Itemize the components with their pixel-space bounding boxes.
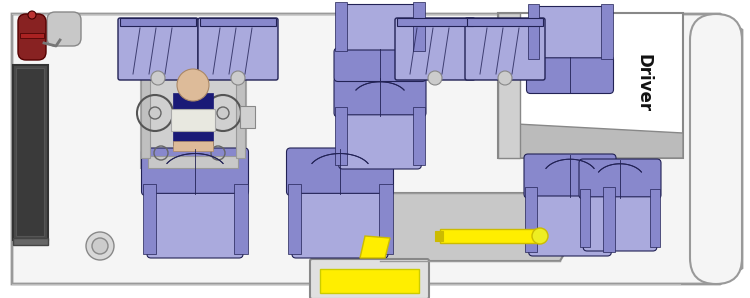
Polygon shape xyxy=(380,193,600,261)
Bar xyxy=(467,18,543,26)
Polygon shape xyxy=(12,14,742,284)
Bar xyxy=(142,184,156,254)
FancyBboxPatch shape xyxy=(339,4,422,50)
Circle shape xyxy=(428,71,442,85)
Bar xyxy=(335,2,346,51)
Bar xyxy=(13,238,48,245)
Bar xyxy=(527,4,538,59)
Bar xyxy=(141,68,246,168)
Circle shape xyxy=(86,232,114,260)
FancyBboxPatch shape xyxy=(47,12,81,46)
Bar xyxy=(240,106,255,128)
FancyBboxPatch shape xyxy=(142,148,248,195)
Bar xyxy=(148,67,238,75)
Circle shape xyxy=(498,71,512,85)
Bar xyxy=(413,2,425,51)
Bar xyxy=(379,184,392,254)
Circle shape xyxy=(177,69,209,101)
Circle shape xyxy=(532,228,548,244)
FancyBboxPatch shape xyxy=(198,18,278,80)
Polygon shape xyxy=(498,13,520,158)
FancyBboxPatch shape xyxy=(118,18,198,80)
Bar xyxy=(148,156,238,168)
FancyBboxPatch shape xyxy=(292,193,388,258)
Bar xyxy=(320,269,419,293)
FancyBboxPatch shape xyxy=(334,77,426,117)
Circle shape xyxy=(28,11,36,19)
Bar xyxy=(120,18,196,26)
Bar xyxy=(335,107,346,165)
Polygon shape xyxy=(498,123,683,158)
FancyBboxPatch shape xyxy=(465,18,545,80)
Circle shape xyxy=(149,107,161,119)
Bar xyxy=(440,229,540,243)
Polygon shape xyxy=(360,236,390,258)
Bar xyxy=(173,141,213,151)
FancyBboxPatch shape xyxy=(531,7,609,58)
Bar xyxy=(397,18,473,26)
FancyBboxPatch shape xyxy=(579,159,661,199)
Bar xyxy=(602,4,613,59)
Bar xyxy=(650,189,660,247)
FancyBboxPatch shape xyxy=(339,115,422,169)
FancyBboxPatch shape xyxy=(529,196,611,256)
FancyBboxPatch shape xyxy=(334,48,426,81)
Bar xyxy=(603,187,615,252)
Text: Driver: Driver xyxy=(634,54,652,112)
Bar xyxy=(234,184,248,254)
FancyBboxPatch shape xyxy=(584,197,657,251)
Bar xyxy=(413,107,425,165)
Bar xyxy=(580,189,590,247)
Bar xyxy=(173,93,213,145)
Bar xyxy=(525,187,537,252)
FancyBboxPatch shape xyxy=(395,18,475,80)
Bar xyxy=(16,68,44,236)
Bar xyxy=(200,18,276,26)
FancyBboxPatch shape xyxy=(690,14,742,284)
FancyBboxPatch shape xyxy=(286,148,394,195)
Bar xyxy=(236,68,245,158)
FancyBboxPatch shape xyxy=(524,154,616,198)
Bar xyxy=(171,109,215,131)
Bar xyxy=(141,68,150,158)
FancyBboxPatch shape xyxy=(526,56,614,94)
FancyBboxPatch shape xyxy=(147,193,243,258)
Bar xyxy=(13,65,48,240)
Bar xyxy=(20,33,44,38)
Circle shape xyxy=(217,107,229,119)
FancyBboxPatch shape xyxy=(310,259,429,298)
Circle shape xyxy=(231,71,245,85)
Bar xyxy=(498,13,683,158)
FancyBboxPatch shape xyxy=(18,14,46,60)
Bar xyxy=(287,184,302,254)
Bar xyxy=(435,231,443,241)
Circle shape xyxy=(92,238,108,254)
Circle shape xyxy=(151,71,165,85)
